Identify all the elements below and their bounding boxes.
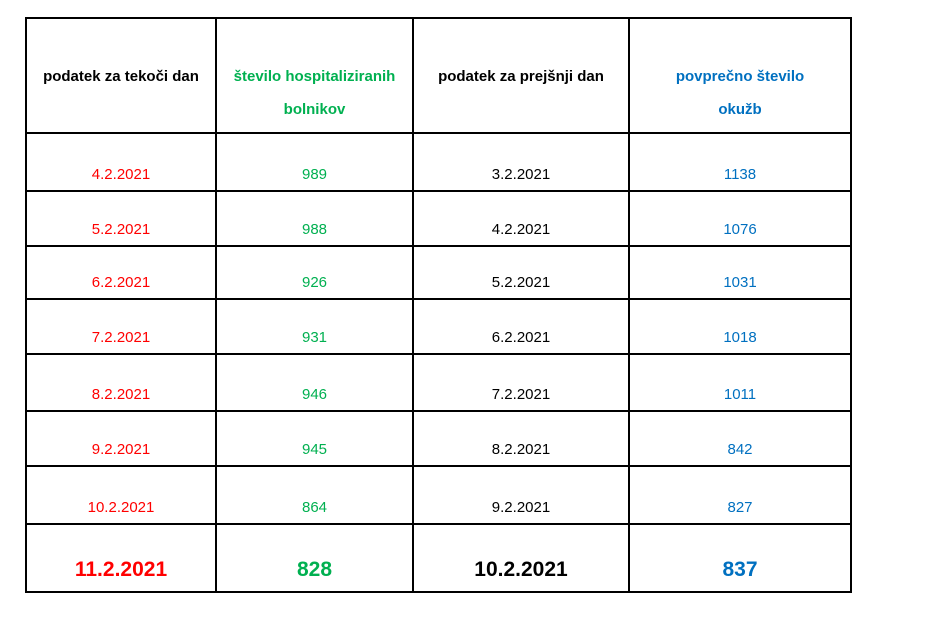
cell-current-date: 7.2.2021 [25,298,217,355]
column-header-avg-infections: povprečno število okužb [628,17,852,134]
column-header-label: povprečno število [675,68,805,85]
column-header-label: podatek za prejšnji dan [438,68,604,85]
cell-previous-date: 6.2.2021 [412,298,630,355]
cell-previous-date: 5.2.2021 [412,245,630,300]
cell-current-date: 8.2.2021 [25,353,217,412]
cell-hospitalized: 946 [215,353,414,412]
cell-current-date: 6.2.2021 [25,245,217,300]
cell-hospitalized: 828 [215,523,414,593]
cell-avg-infections: 1018 [628,298,852,355]
cell-current-date: 5.2.2021 [25,190,217,247]
cell-hospitalized: 931 [215,298,414,355]
column-header-current-date: podatek za tekoči dan [25,17,217,134]
cell-hospitalized: 988 [215,190,414,247]
column-header-hospitalized: število hospitaliziranih bolnikov [215,17,414,134]
cell-previous-date: 7.2.2021 [412,353,630,412]
cell-previous-date: 9.2.2021 [412,465,630,525]
column-header-label: okužb [718,101,762,118]
table-row-emphasized: 11.2.2021 828 10.2.2021 837 [25,523,852,593]
cell-avg-infections: 837 [628,523,852,593]
cell-hospitalized: 864 [215,465,414,525]
table-row: 8.2.2021 946 7.2.2021 1011 [25,353,852,412]
table-row: 10.2.2021 864 9.2.2021 827 [25,465,852,525]
cell-previous-date: 3.2.2021 [412,132,630,192]
table-row: 4.2.2021 989 3.2.2021 1138 [25,132,852,192]
cell-hospitalized: 989 [215,132,414,192]
header-row: podatek za tekoči dan število hospitalizi… [25,17,852,134]
cell-hospitalized: 945 [215,410,414,467]
cell-previous-date: 8.2.2021 [412,410,630,467]
cell-avg-infections: 1138 [628,132,852,192]
cell-avg-infections: 1076 [628,190,852,247]
cell-previous-date: 10.2.2021 [412,523,630,593]
table-row: 5.2.2021 988 4.2.2021 1076 [25,190,852,247]
cell-avg-infections: 1031 [628,245,852,300]
covid-hospitalization-table: podatek za tekoči dan število hospitalizi… [25,17,852,593]
cell-hospitalized: 926 [215,245,414,300]
column-header-previous-date: podatek za prejšnji dan [412,17,630,134]
table-row: 7.2.2021 931 6.2.2021 1018 [25,298,852,355]
table-body: 4.2.2021 989 3.2.2021 1138 5.2.2021 988 4.2.20… [25,132,852,593]
column-header-label: bolnikov [283,101,346,118]
cell-avg-infections: 842 [628,410,852,467]
column-header-label: podatek za tekoči dan [43,68,199,85]
cell-current-date: 11.2.2021 [25,523,217,593]
column-header-label: število hospitaliziranih [233,68,396,85]
cell-previous-date: 4.2.2021 [412,190,630,247]
cell-avg-infections: 1011 [628,353,852,412]
table-header: podatek za tekoči dan število hospitalizi… [25,17,852,134]
cell-current-date: 9.2.2021 [25,410,217,467]
table-row: 9.2.2021 945 8.2.2021 842 [25,410,852,467]
cell-current-date: 10.2.2021 [25,465,217,525]
cell-avg-infections: 827 [628,465,852,525]
table-row: 6.2.2021 926 5.2.2021 1031 [25,245,852,300]
cell-current-date: 4.2.2021 [25,132,217,192]
